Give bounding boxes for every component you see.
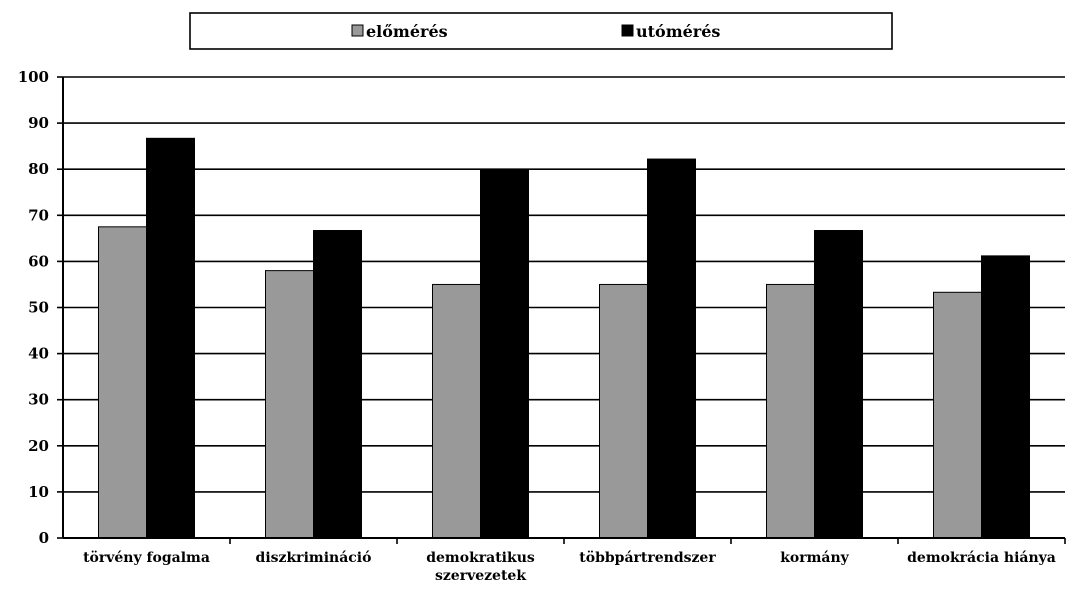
- bar-series1: [432, 283, 481, 539]
- bar-series2: [814, 230, 863, 539]
- x-category-label: demokrácia hiánya: [907, 550, 1056, 566]
- legend-label: utómérés: [636, 22, 720, 41]
- gridlines: [63, 76, 1065, 493]
- bar-series2: [981, 255, 1030, 539]
- x-category-label: demokratikus: [426, 550, 535, 566]
- legend-swatch: [621, 24, 634, 37]
- bar-series1: [766, 283, 815, 539]
- y-tick-label: 80: [28, 160, 49, 178]
- y-tick-label: 30: [28, 391, 49, 409]
- axes: 0 10 20 30 40 50 60 70 80 90 100 törvény fogalma dis…: [18, 68, 1066, 584]
- x-category-label: törvény fogalma: [83, 550, 210, 566]
- bar-series1: [98, 226, 147, 539]
- y-tick-label: 20: [28, 437, 49, 455]
- bar-series1: [265, 270, 314, 539]
- legend-box: [189, 12, 893, 50]
- bar-series2: [480, 168, 529, 539]
- legend-swatch: [351, 24, 364, 37]
- y-tick-label: 90: [28, 114, 49, 132]
- y-tick-label: 100: [18, 68, 49, 86]
- bars: [98, 137, 1030, 539]
- y-tick-label: 10: [28, 483, 49, 501]
- legend: előmérés utómérés: [189, 12, 893, 50]
- bar-series2: [146, 137, 195, 539]
- x-category-label: többpártrendszer: [579, 550, 716, 566]
- x-category-label: diszkrimináció: [256, 550, 372, 566]
- bar-series2: [313, 230, 362, 539]
- bar-series1: [599, 283, 648, 539]
- y-tick-label: 60: [28, 252, 49, 270]
- y-tick-label: 70: [28, 206, 49, 224]
- x-category-label: szervezetek: [435, 568, 526, 584]
- y-tick-label: 40: [28, 345, 49, 363]
- bar-series1: [933, 291, 982, 539]
- y-tick-label: 50: [28, 299, 49, 317]
- x-category-label: kormány: [780, 550, 849, 566]
- bar-series2: [647, 158, 696, 539]
- y-tick-label: 0: [39, 529, 49, 547]
- legend-label: előmérés: [366, 22, 448, 41]
